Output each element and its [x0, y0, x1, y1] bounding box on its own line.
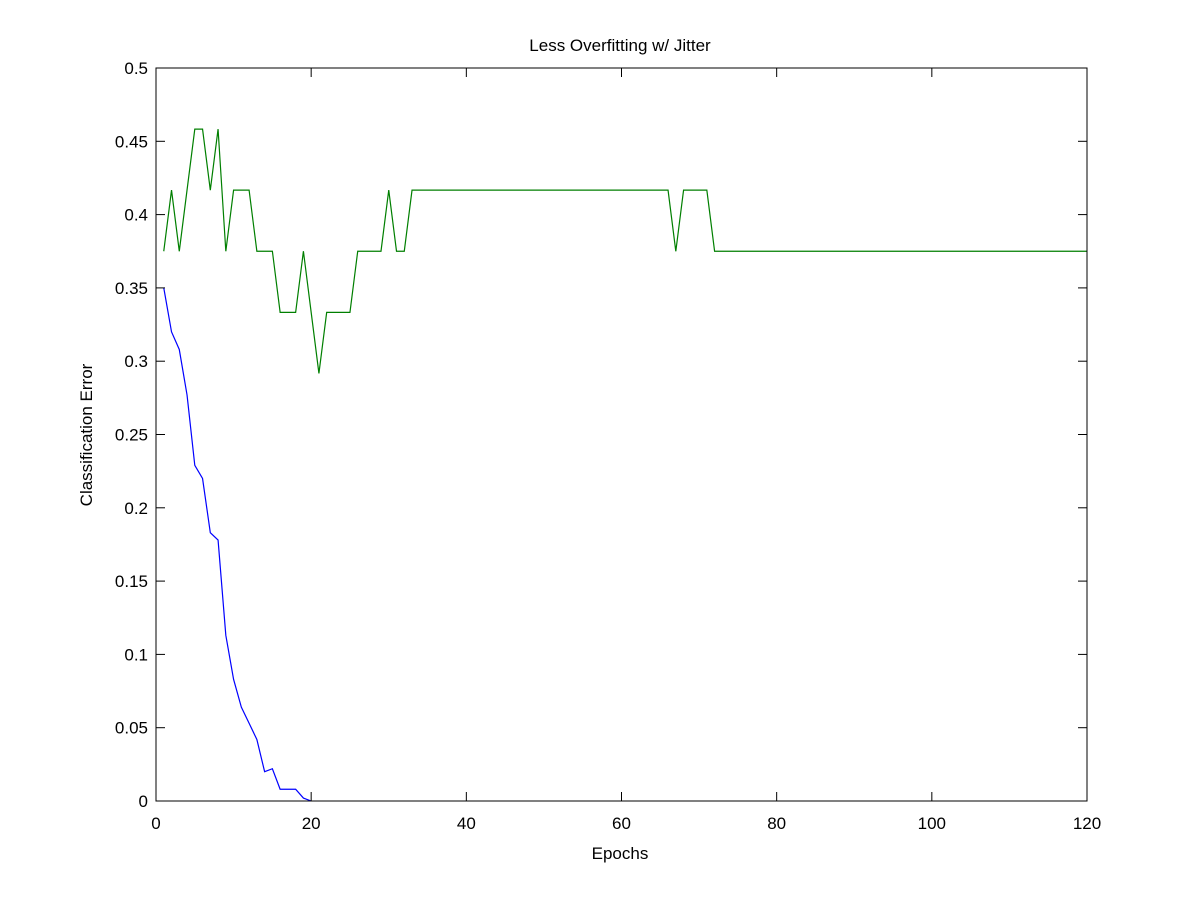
x-tick-label: 0 [151, 814, 160, 833]
x-axis-label: Epochs [592, 844, 649, 863]
y-tick-label: 0.3 [124, 352, 148, 371]
x-tick-label: 20 [302, 814, 321, 833]
y-tick-label: 0.15 [115, 572, 148, 591]
y-tick-label: 0.35 [115, 279, 148, 298]
y-tick-label: 0.1 [124, 645, 148, 664]
x-tick-label: 120 [1073, 814, 1101, 833]
series-line-2 [163, 128, 1087, 374]
y-tick-label: 0.2 [124, 499, 148, 518]
x-tick-label: 100 [918, 814, 946, 833]
chart-title: Less Overfitting w/ Jitter [529, 36, 711, 55]
y-tick-label: 0.5 [124, 59, 148, 78]
y-tick-label: 0.25 [115, 426, 148, 445]
series-line-1 [163, 287, 312, 802]
ticks-layer: 0 20 40 60 80 100 120 0 0.05 0.1 0.15 0.2 0.25 0.3 0.3… [115, 59, 1101, 833]
y-tick-label: 0 [139, 792, 148, 811]
x-tick-label: 80 [767, 814, 786, 833]
x-tick-label: 60 [612, 814, 631, 833]
y-tick-label: 0.45 [115, 132, 148, 151]
plot-frame [155, 67, 1088, 802]
y-axis-label: Classification Error [77, 363, 96, 506]
series-layer [163, 128, 1087, 802]
x-tick-label: 40 [457, 814, 476, 833]
plot-area [156, 68, 1087, 801]
y-tick-label: 0.4 [124, 206, 148, 225]
y-tick-label: 0.05 [115, 719, 148, 738]
